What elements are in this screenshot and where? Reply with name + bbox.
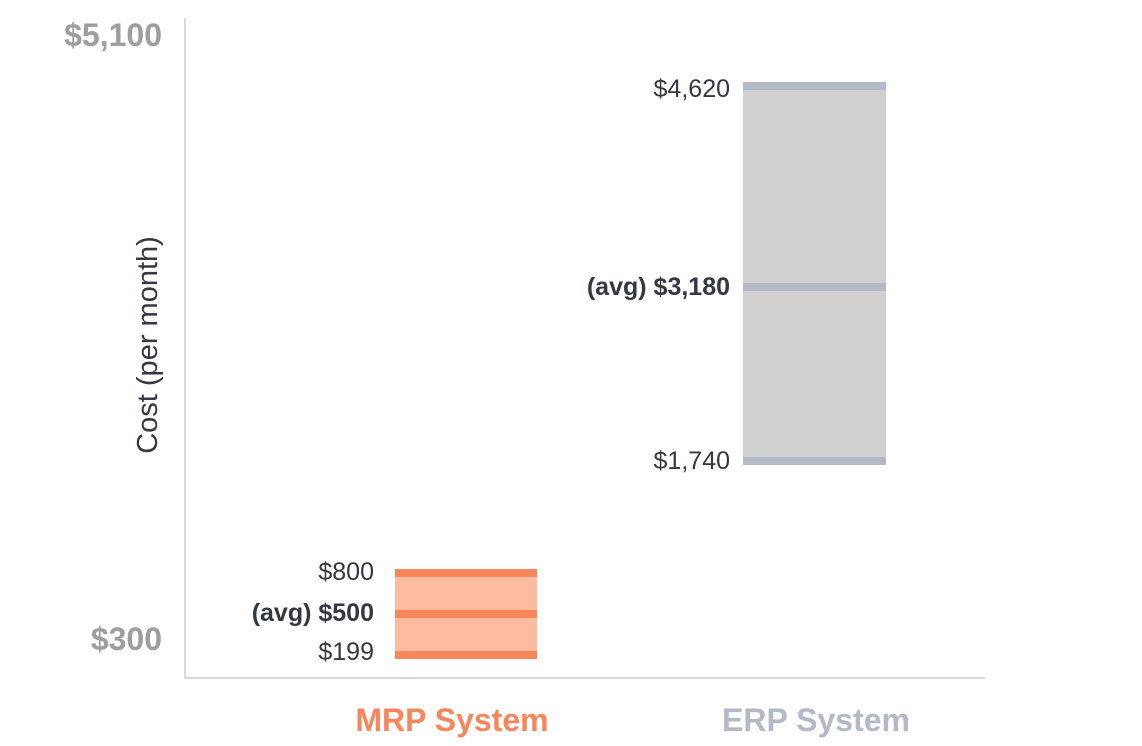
mrp-max-line <box>395 569 537 577</box>
erp-range-group: $4,620 (avg) $3,180 $1,740 <box>587 75 886 475</box>
y-tick-label-bottom: $300 <box>91 621 162 657</box>
x-category-label-erp: ERP System <box>722 702 910 738</box>
mrp-range-group: $800 (avg) $500 $199 <box>252 558 537 666</box>
erp-range-bar <box>743 86 886 461</box>
erp-min-line <box>743 457 886 465</box>
erp-avg-line <box>743 283 886 291</box>
mrp-min-line <box>395 651 537 659</box>
mrp-avg-line <box>395 610 537 618</box>
erp-max-line <box>743 82 886 90</box>
mrp-max-label: $800 <box>318 558 374 586</box>
mrp-min-label: $199 <box>318 638 374 666</box>
mrp-avg-label: (avg) $500 <box>252 599 374 627</box>
x-category-label-mrp: MRP System <box>355 702 548 738</box>
erp-avg-label: (avg) $3,180 <box>587 273 730 301</box>
y-tick-label-top: $5,100 <box>64 17 162 53</box>
erp-min-label: $1,740 <box>654 447 730 475</box>
erp-max-label: $4,620 <box>654 75 730 103</box>
y-axis-title: Cost (per month) <box>132 236 164 454</box>
